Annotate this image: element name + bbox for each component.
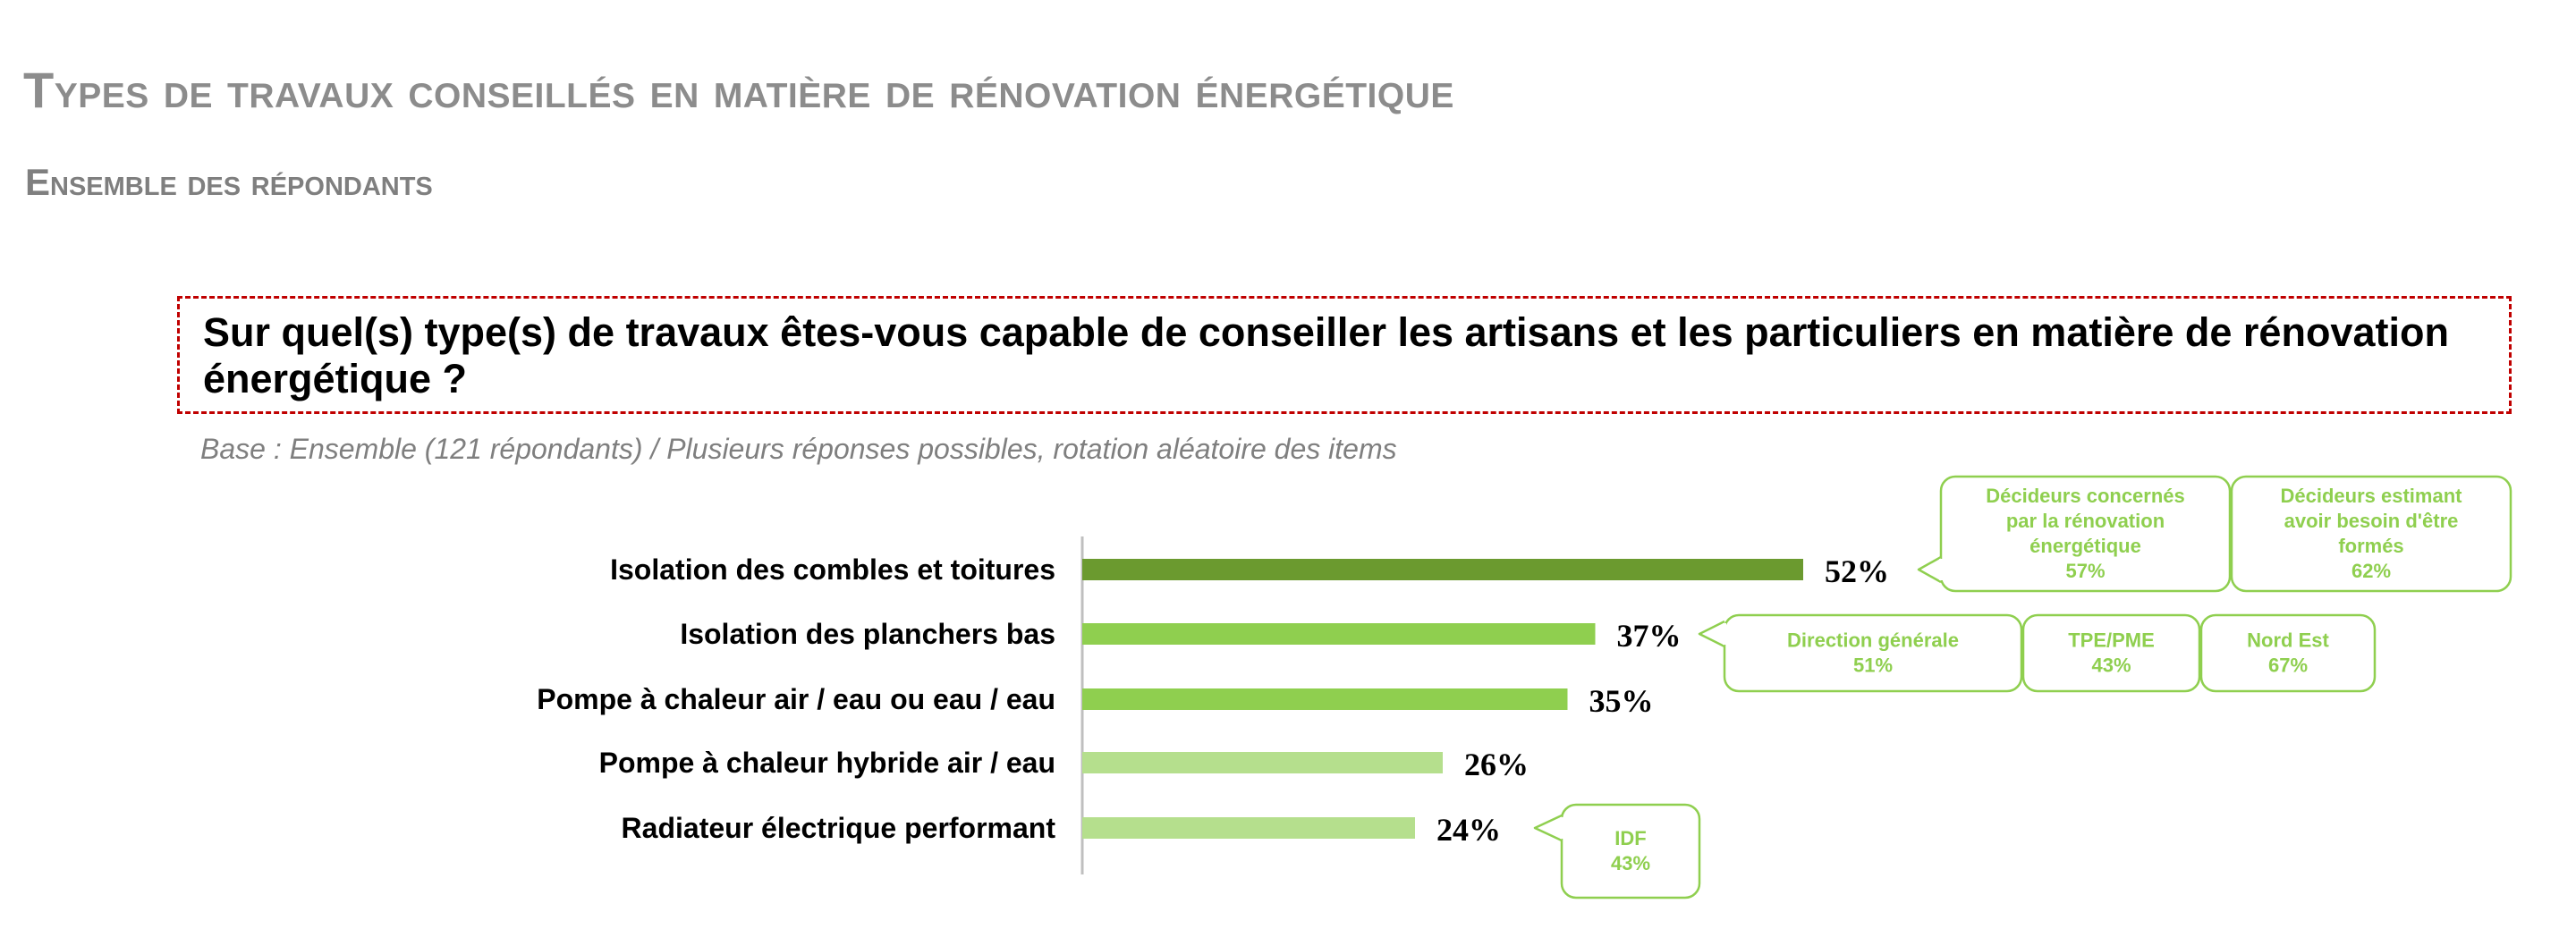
callout-text: par la rénovation: [2006, 510, 2165, 532]
bar: [1082, 623, 1596, 645]
value-label: 24%: [1436, 812, 1501, 848]
bar: [1082, 559, 1803, 580]
base-note: Base : Ensemble (121 répondants) / Plusi…: [200, 433, 1397, 465]
value-label: 26%: [1464, 747, 1529, 782]
page-title: Types de travaux conseillés en matière d…: [23, 62, 1454, 118]
callout-text: 43%: [1611, 852, 1650, 874]
callout-pointer: [1698, 620, 1725, 648]
callout-pointer: [1917, 555, 1942, 584]
callout-box: [1939, 475, 2232, 593]
callout-box: [1560, 803, 1701, 899]
category-label: Pompe à chaleur air / eau ou eau / eau: [537, 683, 1055, 715]
value-label: 37%: [1617, 618, 1682, 654]
callout-box: [2199, 613, 2377, 693]
callout-pointer: [1533, 814, 1563, 842]
callout-text: 43%: [2091, 655, 2131, 677]
value-label: 52%: [1825, 553, 1889, 589]
bar: [1082, 688, 1568, 710]
callout-text: Décideurs concernés: [1986, 485, 2185, 507]
category-label: Isolation des combles et toitures: [610, 553, 1055, 586]
callout-text: 51%: [1853, 655, 1893, 677]
callout-box: [2021, 613, 2201, 693]
callout-text: Nord Est: [2247, 629, 2329, 652]
callout-text: 57%: [2065, 560, 2105, 582]
callout-text: Décideurs estimant: [2281, 485, 2463, 507]
callout-text: IDF: [1614, 827, 1646, 849]
callout-text: TPE/PME: [2068, 629, 2155, 652]
callout-text: formés: [2338, 535, 2403, 557]
callout-text: 62%: [2351, 560, 2391, 582]
callout-box: [1723, 613, 2023, 693]
value-label: 35%: [1589, 683, 1654, 719]
callout-text: Direction générale: [1787, 629, 1959, 652]
bar: [1082, 817, 1415, 839]
question-box: Sur quel(s) type(s) de travaux êtes-vous…: [177, 296, 2512, 414]
bar: [1082, 752, 1443, 773]
category-label: Isolation des planchers bas: [680, 618, 1055, 650]
category-label: Pompe à chaleur hybride air / eau: [599, 747, 1055, 779]
callout-text: 67%: [2268, 655, 2308, 677]
category-label: Radiateur électrique performant: [622, 812, 1056, 844]
question-text: Sur quel(s) type(s) de travaux êtes-vous…: [203, 309, 2449, 401]
page-subtitle: Ensemble des répondants: [25, 161, 433, 203]
callout-text: avoir besoin d'être: [2284, 510, 2459, 532]
callout-box: [2230, 475, 2512, 593]
callout-text: énergétique: [2029, 535, 2141, 557]
